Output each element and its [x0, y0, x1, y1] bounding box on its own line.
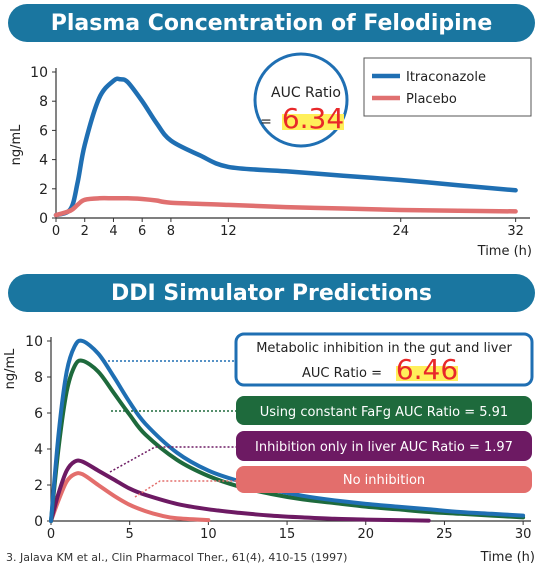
auc-ratio-value: 6.34: [282, 102, 344, 135]
y-tick-label: 0: [34, 514, 43, 530]
constant-fafg-label-box: [236, 396, 532, 425]
gut-liver-auc-label: AUC Ratio =: [302, 366, 382, 381]
gut-liver-label: Metabolic inhibition in the gut and live…: [256, 341, 512, 356]
x-tick-label: 25: [436, 527, 453, 542]
series-line-itraconazole: [53, 76, 518, 218]
x-axis-label: Time (h): [480, 550, 535, 565]
auc-ratio-equals: =: [260, 114, 272, 130]
x-tick-label: 12: [220, 224, 237, 239]
no-inhibition-label-box: [236, 466, 532, 493]
auc-ratio-highlight: [282, 114, 344, 130]
y-tick-label: 6: [39, 123, 48, 139]
y-tick-label: 2: [39, 182, 48, 198]
gut-liver-auc-value: 6.46: [396, 353, 458, 386]
x-tick-label: 5: [126, 527, 134, 542]
top-chart-title: Plasma Concentration of Felodipine: [50, 10, 493, 36]
series-line-placebo: [53, 195, 518, 218]
liver-only-label: Inhibition only in liver AUC Ratio = 1.9…: [255, 440, 513, 455]
x-axis-label: Time (h): [477, 244, 532, 259]
series-line-gut-and-liver: [49, 338, 526, 523]
y-tick-label: 10: [30, 65, 48, 81]
y-axis-label: ng/mL: [3, 348, 18, 390]
x-tick-label: 10: [200, 527, 217, 542]
y-tick-label: 8: [39, 94, 48, 110]
no-inhibition-label: No inhibition: [343, 473, 425, 488]
y-tick-label: 2: [34, 478, 43, 494]
legend-label-itraconazole: Itraconazole: [406, 70, 486, 85]
bottom-chart-title: DDI Simulator Predictions: [110, 280, 433, 306]
x-tick-label: 4: [109, 224, 117, 239]
y-tick-label: 8: [34, 370, 43, 386]
liver-only-label-box: [236, 431, 532, 461]
x-tick-label: 32: [507, 224, 524, 239]
y-tick-label: 0: [39, 211, 48, 227]
x-tick-label: 30: [515, 527, 532, 542]
y-axis-label: ng/mL: [9, 124, 24, 166]
y-tick-label: 10: [25, 334, 43, 350]
x-tick-label: 15: [279, 527, 296, 542]
series-line-constant-fafg: [49, 358, 526, 523]
top-chart-banner: Plasma Concentration of Felodipine: [8, 4, 535, 42]
y-tick-label: 4: [34, 442, 43, 458]
series-line-no-inhibition: [49, 471, 211, 523]
x-tick-label: 24: [392, 224, 409, 239]
bottom-chart-banner: DDI Simulator Predictions: [8, 274, 535, 312]
y-tick-label: 4: [39, 153, 48, 169]
y-tick-label: 6: [34, 406, 43, 422]
x-tick-label: 6: [138, 224, 146, 239]
x-tick-label: 20: [357, 527, 374, 542]
x-tick-label: 0: [52, 224, 60, 239]
legend-box: [363, 57, 532, 117]
leader-line-no-inhibition: [134, 480, 236, 498]
reference-citation: 3. Jalava KM et al., Clin Pharmacol Ther…: [6, 551, 348, 564]
auc-ratio-label: AUC Ratio: [271, 85, 341, 101]
x-tick-label: 8: [167, 224, 175, 239]
leader-line-liver-only: [109, 446, 236, 473]
constant-fafg-label: Using constant FaFg AUC Ratio = 5.91: [260, 405, 508, 420]
x-tick-label: 0: [47, 527, 55, 542]
legend-label-placebo: Placebo: [406, 92, 457, 107]
gut-liver-highlight: [396, 366, 458, 381]
series-line-liver-only: [49, 458, 431, 523]
x-tick-label: 2: [81, 224, 89, 239]
